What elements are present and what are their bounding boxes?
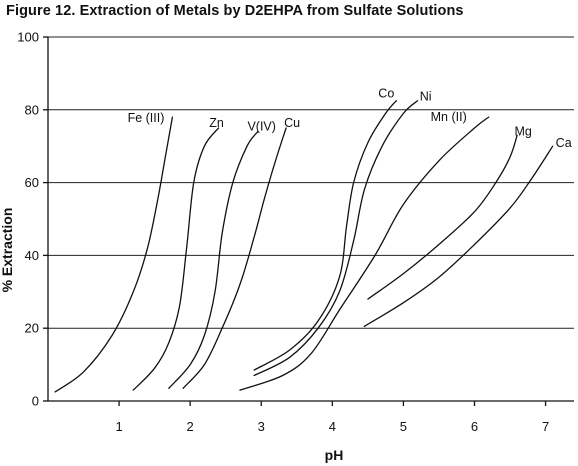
y-tick-label: 80 — [25, 102, 39, 117]
series-label-mg: Mg — [514, 124, 531, 138]
series-label-v-iv: V(IV) — [247, 120, 275, 134]
curve-v-iv — [168, 130, 259, 389]
x-tick-label: 3 — [258, 419, 265, 434]
x-tick-label: 7 — [542, 419, 549, 434]
curve-ni — [253, 100, 419, 377]
curve-fe-iii — [54, 116, 174, 393]
x-axis-title: pH — [325, 447, 344, 463]
series-labels: Fe (III) Zn V(IV) Cu Co Ni Mn (II) Mg Ca — [128, 87, 572, 151]
y-tick-label: 20 — [25, 321, 39, 336]
y-axis-title: % Extraction — [0, 208, 15, 293]
series-label-cu: Cu — [284, 116, 300, 130]
y-tick-label: 40 — [25, 248, 39, 263]
series-curves — [54, 100, 554, 393]
y-tick-label: 60 — [25, 175, 39, 190]
series-label-mn-ii: Mn (II) — [431, 110, 467, 124]
x-tick-label: 5 — [400, 419, 407, 434]
curve-cu — [182, 127, 287, 389]
axes — [43, 36, 574, 406]
curve-mn-ii — [239, 116, 490, 391]
series-label-co: Co — [378, 87, 394, 101]
x-tick-label: 2 — [187, 419, 194, 434]
series-label-ca: Ca — [556, 136, 572, 150]
grid-lines — [48, 36, 574, 329]
curve-ca — [363, 145, 554, 328]
curve-mg — [367, 134, 518, 300]
series-label-ni: Ni — [420, 90, 432, 104]
curve-zn — [132, 127, 220, 391]
series-label-fe-iii: Fe (III) — [128, 111, 165, 125]
tick-labels: 0 20 40 60 80 100 1 2 3 4 5 6 7 — [17, 30, 549, 435]
x-tick-label: 6 — [471, 419, 478, 434]
x-tick-label: 4 — [329, 419, 336, 434]
series-label-zn: Zn — [209, 116, 224, 130]
curve-co — [253, 100, 397, 371]
x-tick-label: 1 — [115, 419, 122, 434]
y-tick-label: 100 — [17, 30, 39, 45]
figure-title: Figure 12. Extraction of Metals by D2EHP… — [6, 3, 464, 19]
y-tick-label: 0 — [32, 394, 39, 409]
